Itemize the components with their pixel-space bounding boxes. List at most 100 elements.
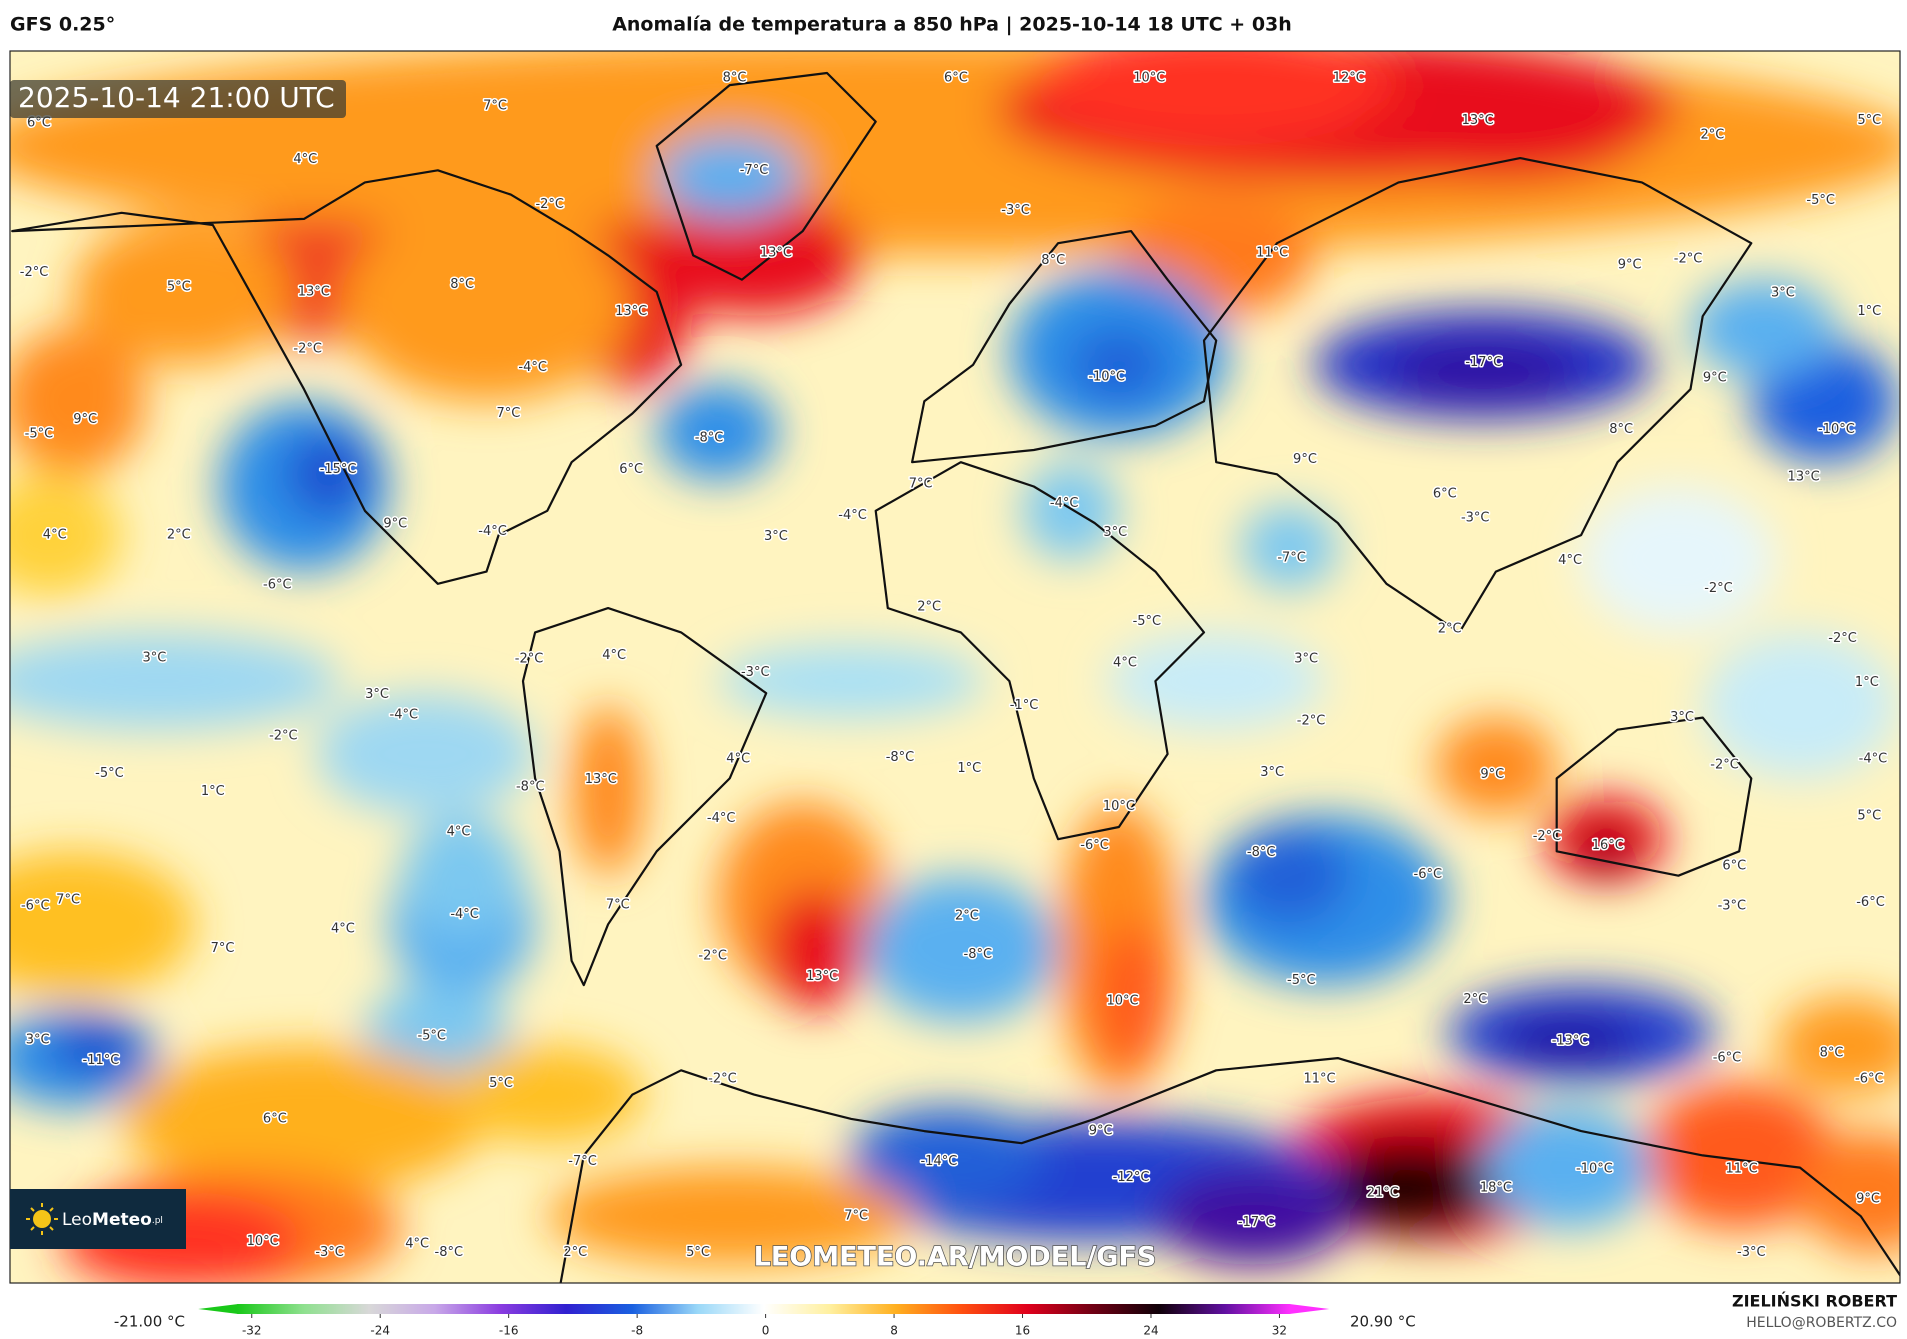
value-label: -2°C	[515, 652, 544, 667]
anomaly-blob	[1240, 504, 1338, 590]
value-label: 4°C	[43, 528, 67, 543]
value-label: -10°C	[1576, 1161, 1613, 1176]
anomaly-blob	[863, 875, 1059, 1022]
email: HELLO@ROBERTZ.CO	[1746, 1315, 1897, 1331]
value-label: -3°C	[1001, 203, 1030, 218]
value-label: -2°C	[1828, 631, 1857, 646]
value-label: 13°C	[760, 245, 792, 260]
anomaly-blob	[717, 644, 986, 718]
timestamp: 2025-10-14 21:00 UTC	[18, 81, 335, 114]
value-label: -8°C	[695, 430, 724, 445]
value-label: -3°C	[741, 665, 770, 680]
value-label: -6°C	[1856, 895, 1885, 910]
anomaly-blob	[1106, 632, 1326, 730]
anomaly-blob	[72, 218, 292, 365]
anomaly-blob	[656, 383, 779, 481]
value-label: 9°C	[1856, 1192, 1880, 1207]
value-label: -8°C	[516, 779, 545, 794]
anomaly-blob	[1435, 717, 1557, 815]
anomaly-blob	[449, 1045, 645, 1144]
value-label: -4°C	[390, 708, 419, 723]
value-label: -4°C	[1050, 496, 1079, 511]
anomaly-blob	[656, 133, 803, 219]
logo-text: LeoMeteo.pl	[62, 1210, 163, 1230]
value-label: 13°C	[298, 284, 330, 299]
value-label: -3°C	[1737, 1245, 1766, 1260]
anomaly-blob	[1799, 1131, 1900, 1253]
value-label: -5°C	[1133, 614, 1162, 629]
value-label: 11°C	[1256, 245, 1288, 260]
anomaly-blob	[1690, 279, 1837, 378]
coastline	[655, 71, 877, 281]
anomaly-blob	[10, 851, 195, 998]
value-label: 6°C	[1433, 486, 1457, 501]
value-label: 1°C	[1857, 304, 1881, 319]
value-label: 11°C	[1304, 1071, 1336, 1086]
anomaly-blob	[1702, 632, 1898, 779]
value-label: 9°C	[1703, 371, 1727, 386]
value-label: 3°C	[1771, 286, 1795, 301]
value-label: -2°C	[1533, 829, 1562, 844]
colorbar-left-tip	[198, 1304, 239, 1314]
value-label: 3°C	[143, 650, 167, 665]
value-label: -11°C	[83, 1053, 120, 1068]
value-label: 6°C	[619, 462, 643, 477]
value-label: -2°C	[1710, 757, 1739, 772]
value-label: 10°C	[1106, 993, 1138, 1008]
map-title: Anomalía de temperatura a 850 hPa | 2025…	[612, 14, 1292, 36]
value-label: -4°C	[478, 524, 507, 539]
value-label: -2°C	[269, 728, 298, 743]
value-label: -8°C	[1247, 845, 1276, 860]
anomaly-blob	[48, 1015, 146, 1077]
value-label: 10°C	[1103, 799, 1135, 814]
value-label: 3°C	[1260, 765, 1284, 780]
value-label: 4°C	[447, 824, 471, 839]
value-label: 4°C	[602, 648, 626, 663]
anomaly-blob	[1495, 1015, 1642, 1065]
value-label: -17°C	[1465, 355, 1502, 370]
value-label: 13°C	[585, 772, 617, 787]
value-label: -5°C	[1806, 193, 1835, 208]
value-label: 13°C	[1788, 469, 1820, 484]
value-label: 3°C	[365, 687, 389, 702]
value-label: 18°C	[1480, 1181, 1512, 1196]
value-label: -2°C	[1674, 252, 1703, 267]
coastline	[521, 607, 768, 987]
coastline	[1555, 716, 1753, 877]
value-label: 7°C	[211, 941, 235, 956]
value-label: 1°C	[1855, 675, 1879, 690]
value-label: -2°C	[698, 948, 727, 963]
value-label: -2°C	[535, 197, 564, 212]
author: ZIELIŃSKI ROBERT	[1732, 1292, 1897, 1311]
logo-suffix: .pl	[152, 1216, 163, 1226]
value-label: -8°C	[886, 750, 915, 765]
value-label: 2°C	[1700, 127, 1724, 142]
value-label: -6°C	[1713, 1051, 1742, 1066]
colorbar: -21.00 °C 20.90 °C -32 -24 -16 -8 0 8 16 24 32	[114, 1304, 1416, 1338]
value-label: 7°C	[496, 406, 520, 421]
value-label: -6°C	[1414, 867, 1443, 882]
value-label: 3°C	[1103, 525, 1127, 540]
value-label: 10°C	[1133, 70, 1165, 85]
timestamp-box	[10, 80, 346, 118]
value-label: 7°C	[56, 892, 80, 907]
value-label: 1°C	[201, 784, 225, 799]
value-label: -4°C	[450, 907, 479, 922]
anomaly-blob	[10, 632, 341, 730]
value-label: 3°C	[1670, 710, 1694, 725]
logo: LeoMeteo.pl	[10, 1189, 186, 1249]
value-label: 2°C	[167, 528, 191, 543]
value-label: 7°C	[606, 897, 630, 912]
value-label: -6°C	[263, 577, 292, 592]
anomaly-blob	[644, 194, 864, 317]
anomaly-blob	[1155, 1167, 1350, 1265]
anomaly-blob	[1228, 827, 1350, 925]
value-label: 6°C	[27, 115, 51, 130]
value-label: -5°C	[95, 766, 124, 781]
value-label: -3°C	[1718, 899, 1747, 914]
value-label: 8°C	[1041, 253, 1065, 268]
anomaly-blob	[1483, 1106, 1655, 1229]
coastline	[11, 169, 683, 585]
anomaly-blob	[10, 474, 122, 596]
value-label: -2°C	[708, 1071, 737, 1086]
